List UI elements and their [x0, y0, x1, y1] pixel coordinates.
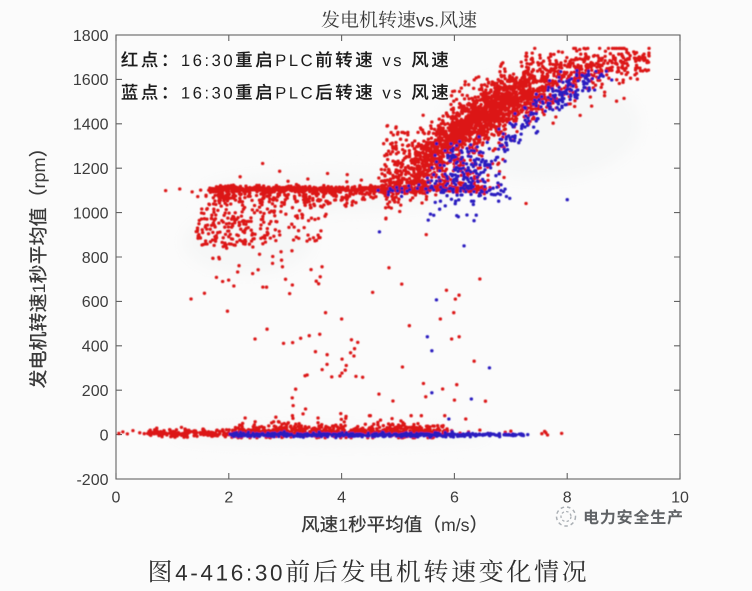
svg-text:1400: 1400 [73, 117, 109, 134]
svg-text:4: 4 [337, 490, 346, 507]
svg-text:0: 0 [112, 490, 121, 507]
svg-text:10: 10 [671, 490, 689, 507]
svg-text:1200: 1200 [73, 161, 109, 178]
svg-text:0: 0 [100, 427, 109, 444]
svg-text:6: 6 [450, 490, 459, 507]
svg-text:8: 8 [563, 490, 572, 507]
svg-text:2: 2 [224, 490, 233, 507]
svg-text:1000: 1000 [73, 205, 109, 222]
svg-text:1800: 1800 [73, 28, 109, 45]
svg-text:400: 400 [82, 339, 109, 356]
svg-text:1600: 1600 [73, 72, 109, 89]
svg-text:800: 800 [82, 250, 109, 267]
svg-text:600: 600 [82, 294, 109, 311]
svg-text:-200: -200 [76, 472, 108, 489]
svg-text:200: 200 [82, 383, 109, 400]
